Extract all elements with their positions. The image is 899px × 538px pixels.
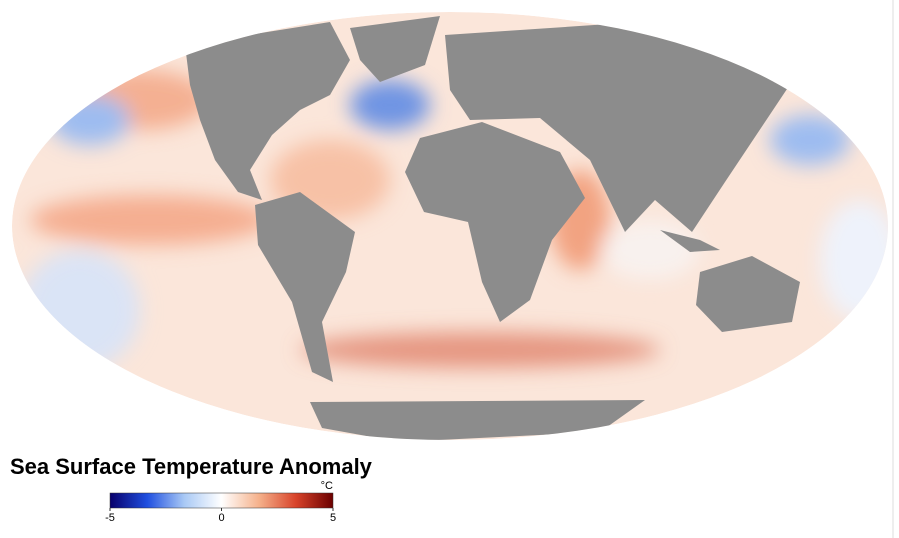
land xyxy=(185,16,805,440)
map xyxy=(12,12,888,440)
anomaly-patches xyxy=(20,60,888,370)
title: Sea Surface Temperature Anomaly xyxy=(10,454,373,479)
tick-label: 5 xyxy=(330,512,336,524)
tick-label: -5 xyxy=(105,512,115,524)
legend-unit: °C xyxy=(321,480,333,492)
color-bar xyxy=(109,492,334,509)
tick-label: 0 xyxy=(218,512,224,524)
